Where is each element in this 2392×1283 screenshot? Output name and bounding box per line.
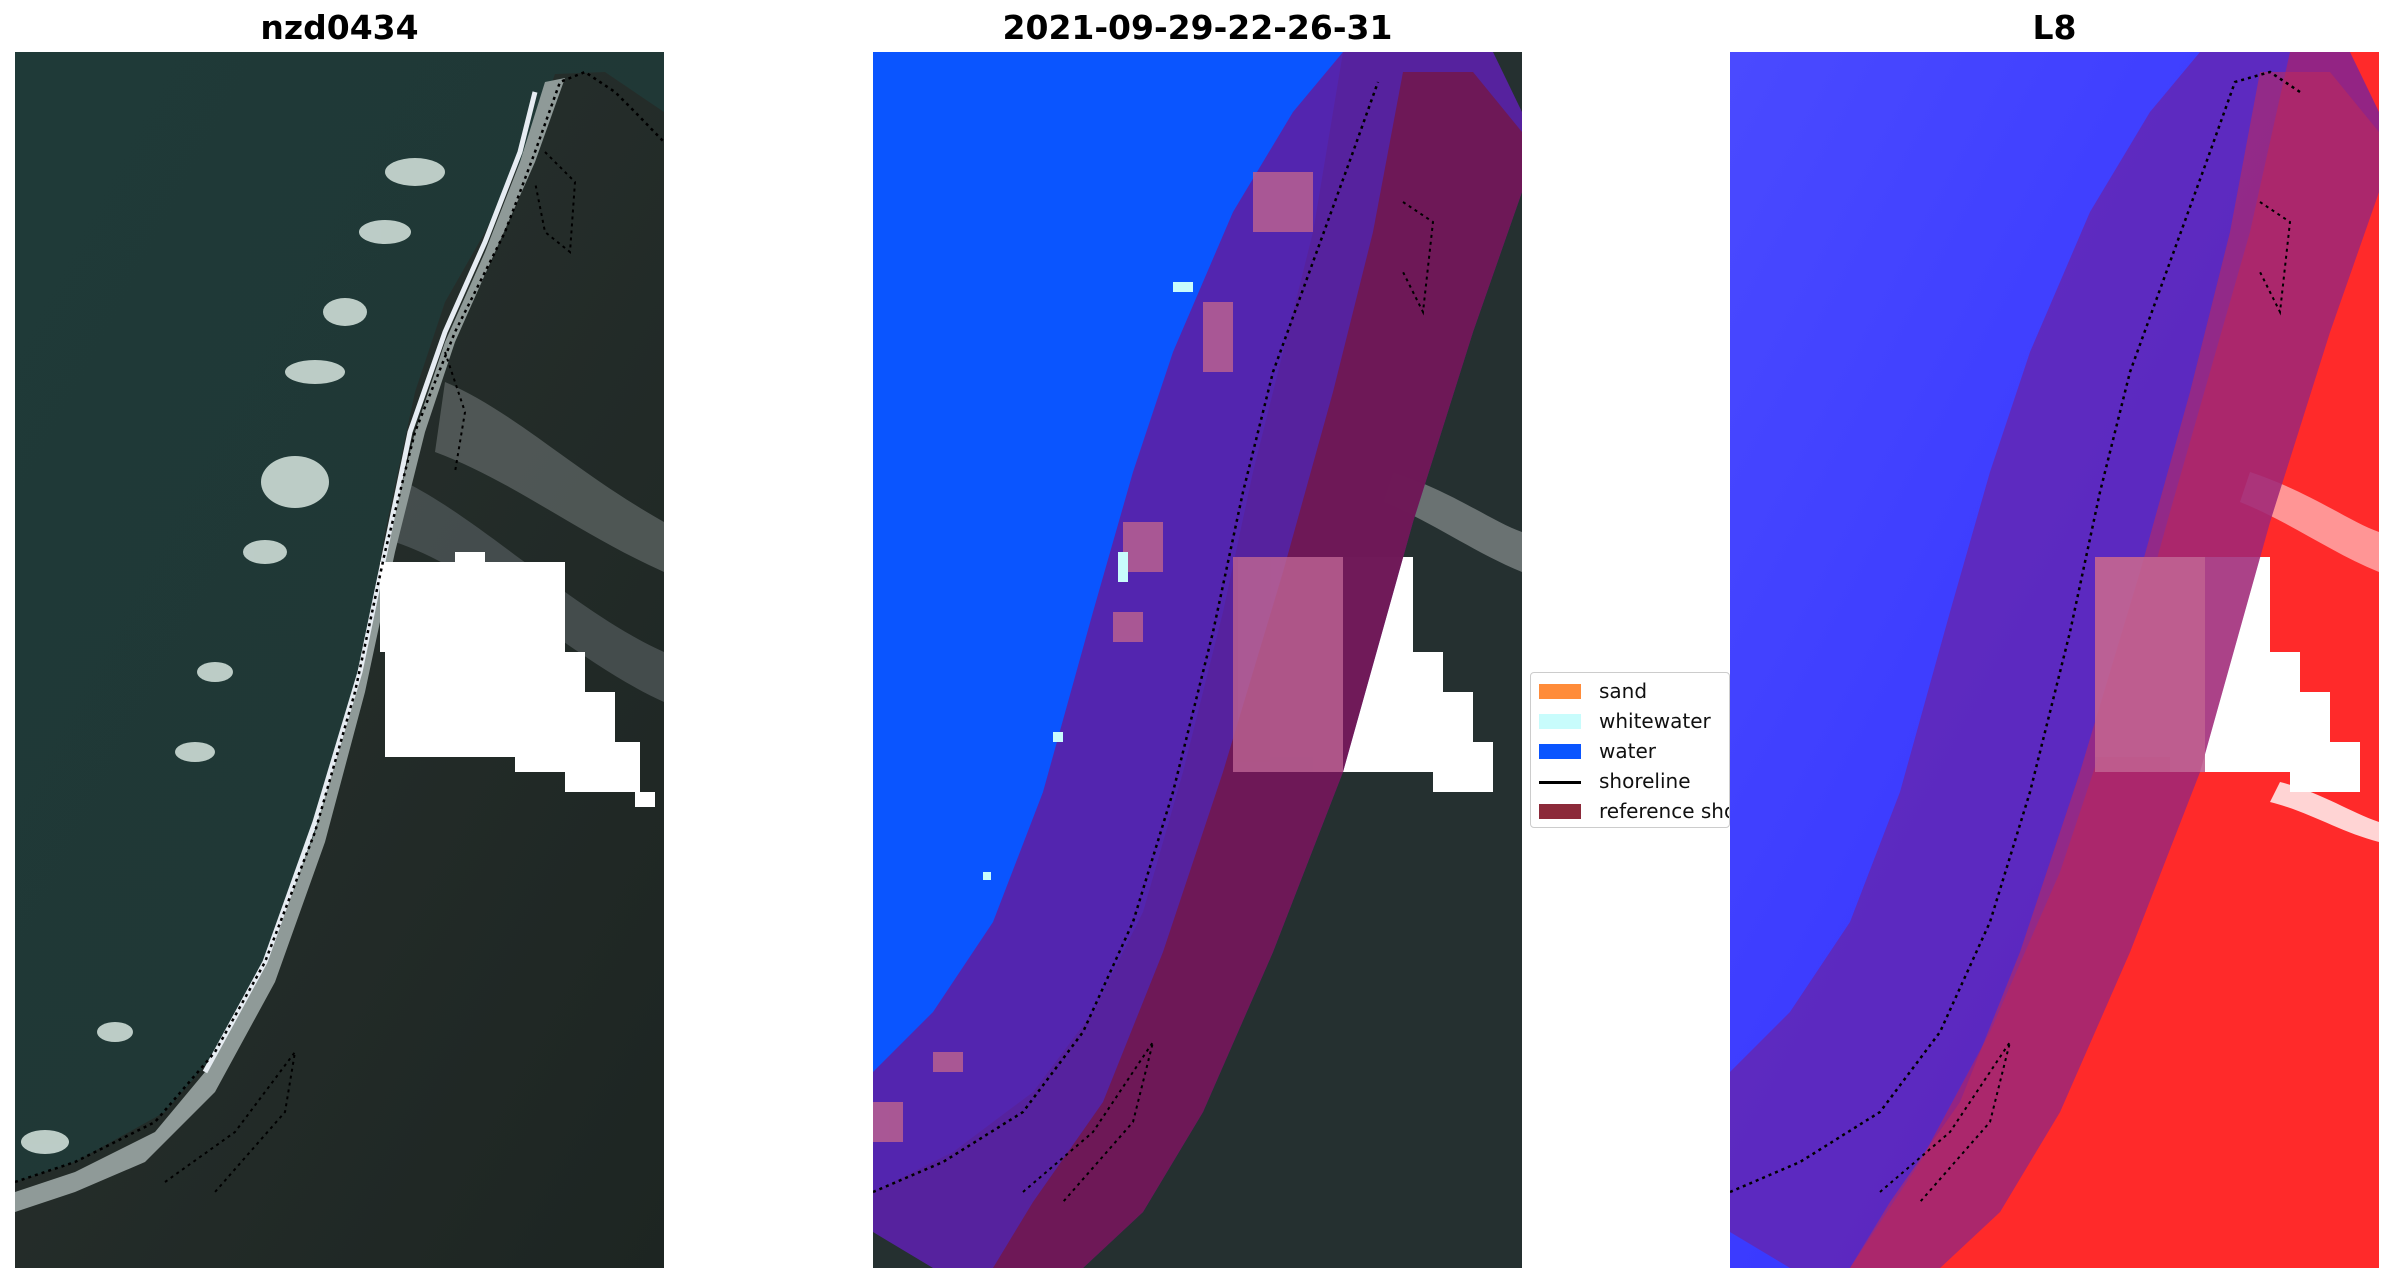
classified-image-panel (873, 52, 1522, 1268)
legend-label-sand: sand (1599, 679, 1648, 703)
rgb-image (15, 52, 664, 1268)
classified-image (873, 52, 1522, 1268)
legend-item-sand: sand (1531, 677, 1729, 705)
legend-label-shoreline: shoreline (1599, 769, 1691, 793)
index-image (1730, 52, 2379, 1268)
panel-title-rgb: nzd0434 (260, 8, 419, 47)
panel-title-index: L8 (2032, 8, 2077, 47)
legend: sand whitewater water shoreline referenc… (1530, 672, 1730, 828)
legend-swatch-whitewater (1539, 714, 1581, 729)
legend-item-whitewater: whitewater (1531, 707, 1729, 735)
legend-item-water: water (1531, 737, 1729, 765)
legend-swatch-shoreline (1539, 781, 1581, 784)
panel-title-classified: 2021-09-29-22-26-31 (1002, 8, 1393, 47)
legend-swatch-sand (1539, 684, 1581, 699)
legend-label-reference: reference shoreline buffer (1599, 799, 1729, 823)
legend-swatch-reference (1539, 804, 1581, 819)
rgb-image-panel (15, 52, 664, 1268)
legend-swatch-water (1539, 744, 1581, 759)
legend-item-shoreline: shoreline (1531, 767, 1729, 795)
index-image-panel (1730, 52, 2379, 1268)
legend-label-whitewater: whitewater (1599, 709, 1711, 733)
legend-item-reference: reference shoreline buffer (1531, 797, 1729, 825)
legend-label-water: water (1599, 739, 1656, 763)
